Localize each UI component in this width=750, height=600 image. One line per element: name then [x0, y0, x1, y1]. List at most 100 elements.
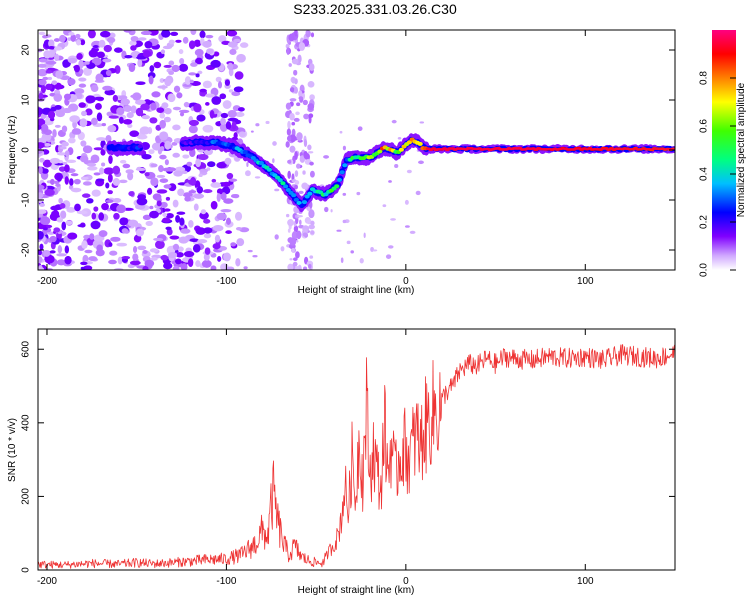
- spectrogram-noise-blob: [309, 170, 315, 178]
- spectrogram-noise-blob: [150, 177, 159, 187]
- spectrogram-noise-blob: [225, 230, 232, 234]
- spectrogram-noise-blob: [188, 72, 197, 76]
- spectrogram-noise-blob: [167, 251, 178, 259]
- spectrogram-noise-blob: [164, 77, 172, 87]
- spectrogram-noise-blob: [49, 235, 57, 243]
- spectrogram-noise-blob: [47, 76, 53, 81]
- spectrogram-noise-blob: [79, 118, 88, 128]
- spectrogram-noise-blob: [297, 214, 304, 218]
- spectrogram-noise-blob: [293, 117, 300, 122]
- spectrogram-noise-blob: [137, 245, 147, 251]
- spectrogram-noise-blob: [210, 182, 222, 188]
- spectrogram-noise-blob: [80, 266, 86, 270]
- spectrogram-noise-blob: [75, 33, 81, 39]
- spectrogram-noise-blob: [38, 58, 48, 63]
- spectrogram-noise-blob: [250, 130, 254, 133]
- snr-ytick-label: 0: [21, 567, 32, 573]
- spectrogram-noise-blob: [71, 128, 82, 135]
- spectrogram-noise-blob: [38, 92, 44, 100]
- spectrogram-noise-blob: [107, 190, 113, 195]
- spectrogram-xlabel: Height of straight line (km): [298, 285, 415, 296]
- spectrogram-noise-blob: [119, 217, 128, 226]
- spectrogram-noise-blob: [81, 193, 91, 198]
- spectrogram-noise-blob: [150, 257, 158, 261]
- spectrogram-noise-blob: [49, 250, 56, 254]
- spectrogram-noise-blob: [308, 263, 312, 269]
- colorbar-tick-label: 0.6: [699, 119, 710, 133]
- spectrogram-noise-blob: [188, 40, 196, 50]
- spectrogram-ytick-label: 20: [21, 44, 32, 56]
- spectrogram-noise-blob: [124, 54, 133, 59]
- spectrogram-noise-blob: [182, 36, 189, 44]
- spectrogram-noise-blob: [350, 250, 354, 254]
- spectrogram-noise-blob: [98, 230, 108, 238]
- spectrogram-noise-blob: [53, 38, 61, 42]
- spectrogram-noise-blob: [301, 182, 309, 190]
- spectrogram-noise-blob: [298, 190, 304, 195]
- spectrogram-noise-blob: [303, 139, 308, 148]
- spectrogram-ytick-label: -10: [21, 192, 32, 207]
- spectrogram-noise-blob: [45, 60, 57, 65]
- spectrogram-noise-blob: [202, 40, 212, 48]
- spectrogram-noise-blob: [105, 69, 112, 77]
- spectrogram-noise-blob: [163, 208, 171, 212]
- spectrogram-noise-blob: [93, 172, 101, 176]
- spectrogram-noise-blob: [38, 79, 47, 86]
- spectrogram-noise-blob: [145, 220, 153, 226]
- spectrogram-noise-blob: [112, 94, 119, 102]
- spectrogram-noise-blob: [294, 86, 299, 94]
- spectrogram-noise-blob: [164, 140, 172, 150]
- spectrogram-noise-blob: [219, 123, 228, 132]
- spectrogram-noise-blob: [234, 211, 243, 221]
- spectrogram-noise-blob: [98, 39, 106, 48]
- spectrogram-noise-blob: [149, 248, 159, 253]
- spectrogram-noise-blob: [38, 209, 47, 215]
- spectrogram-noise-blob: [100, 30, 111, 38]
- spectrogram-noise-blob: [160, 49, 166, 55]
- spectrogram-noise-blob: [174, 258, 182, 265]
- snr-plot-area: [38, 344, 675, 569]
- spectrogram-noise-blob: [95, 178, 105, 182]
- spectrogram-noise-blob: [296, 163, 301, 169]
- spectrogram-noise-blob: [136, 197, 148, 206]
- spectrogram-noise-blob: [189, 238, 199, 243]
- spectrogram-noise-blob: [149, 210, 159, 219]
- spectrogram-noise-blob: [176, 92, 183, 99]
- spectrogram-noise-blob: [177, 246, 184, 252]
- spectrogram-noise-blob: [179, 58, 185, 65]
- spectrogram-noise-blob: [233, 38, 241, 43]
- spectrogram-noise-blob: [81, 240, 88, 249]
- spectrogram-noise-blob: [207, 161, 216, 168]
- spectrogram-noise-blob: [299, 219, 302, 226]
- spectrogram-noise-blob: [310, 220, 315, 226]
- spectrogram-noise-blob: [175, 39, 182, 43]
- spectrogram-noise-blob: [149, 205, 154, 210]
- ridge-core: [307, 191, 313, 196]
- spectrogram-noise-blob: [55, 183, 61, 187]
- spectrogram-noise-blob: [212, 51, 220, 57]
- spectrogram-noise-blob: [172, 265, 180, 270]
- spectrogram-noise-blob: [76, 52, 83, 60]
- spectrogram-noise-blob: [67, 232, 78, 240]
- spectrogram-noise-blob: [293, 257, 298, 262]
- spectrogram-noise-blob: [289, 145, 296, 153]
- spectrogram-noise-blob: [85, 95, 96, 104]
- spectrogram-noise-blob: [90, 84, 99, 93]
- spectrogram-noise-blob: [197, 154, 209, 161]
- spectrogram-noise-blob: [183, 101, 190, 108]
- spectrogram-noise-blob: [372, 249, 378, 252]
- spectrogram-noise-blob: [197, 239, 208, 244]
- spectrogram-noise-blob: [102, 85, 113, 91]
- spectrogram-noise-blob: [153, 61, 162, 69]
- spectrogram-noise-blob: [109, 250, 118, 256]
- ridge-core: [285, 188, 291, 193]
- spectrogram-noise-blob: [216, 161, 227, 169]
- spectrogram-noise-blob: [38, 68, 48, 77]
- spectrogram-noise-blob: [186, 161, 193, 167]
- spectrogram-noise-blob: [342, 145, 346, 151]
- spectrogram-noise-blob: [287, 228, 291, 233]
- spectrogram-noise-blob: [70, 173, 79, 177]
- spectrogram-noise-blob: [135, 107, 144, 117]
- spectrogram-noise-blob: [219, 93, 227, 100]
